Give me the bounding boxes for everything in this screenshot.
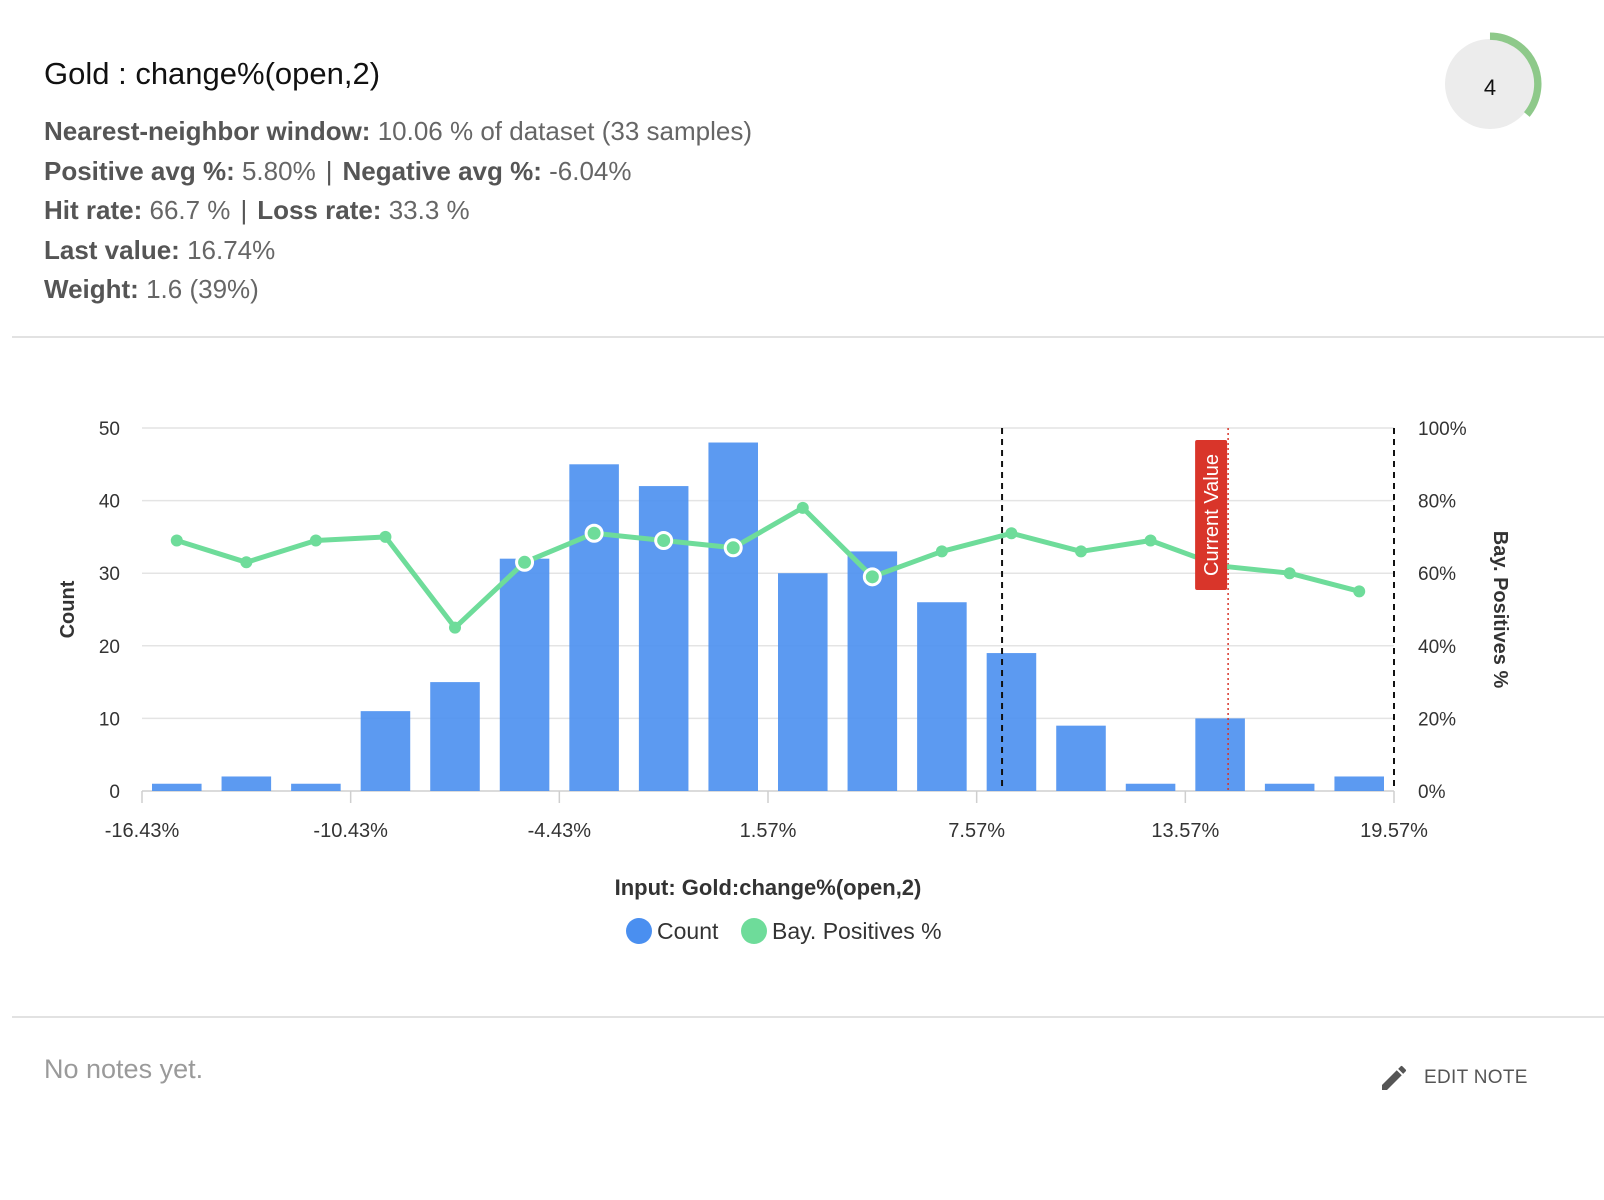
positives-point bbox=[449, 621, 461, 634]
y-tick-label: 10 bbox=[99, 709, 120, 730]
badge-progress-arc bbox=[1489, 32, 1542, 117]
x-tick-label: 7.57% bbox=[948, 820, 1005, 842]
legend-count-label: Count bbox=[657, 918, 719, 944]
stat-value: -6.04% bbox=[549, 155, 632, 186]
positives-point bbox=[170, 534, 183, 547]
positives-point bbox=[379, 530, 392, 543]
pencil-icon bbox=[1382, 1065, 1407, 1090]
current-value-tag bbox=[1195, 440, 1228, 590]
stat-label: Last value: bbox=[44, 234, 180, 265]
count-bar bbox=[1334, 776, 1384, 791]
badge-value: 4 bbox=[1483, 75, 1497, 100]
current-value-label: Current Value bbox=[1201, 454, 1223, 576]
x-tick-label: 19.57% bbox=[1360, 820, 1428, 842]
stat-label: Negative avg %: bbox=[342, 155, 542, 186]
y-tick-label: 40 bbox=[99, 492, 120, 513]
edit-note-button[interactable]: EDIT NOTE bbox=[1378, 1062, 1528, 1094]
count-bar bbox=[1195, 718, 1245, 791]
x-axis-title: Input: Gold:change%(open,2) bbox=[615, 875, 922, 900]
stat-last-value: Last value: 16.74% bbox=[44, 231, 752, 271]
x-tick-label: -10.43% bbox=[313, 820, 388, 842]
y2-tick-label: 80% bbox=[1418, 492, 1456, 513]
stat-value: 5.80% bbox=[241, 155, 316, 186]
count-bar bbox=[708, 442, 758, 791]
y2-tick-label: 0% bbox=[1418, 782, 1446, 803]
positives-point bbox=[240, 556, 253, 569]
count-bar bbox=[499, 558, 550, 791]
y-tick-label: 20 bbox=[99, 637, 120, 658]
stat-label: Loss rate: bbox=[257, 195, 382, 225]
positives-point bbox=[515, 552, 535, 572]
positives-point bbox=[1353, 585, 1366, 598]
positives-line bbox=[176, 505, 1360, 631]
positives-point bbox=[1075, 545, 1087, 558]
stat-value: 1.6 (39%) bbox=[146, 274, 259, 304]
y-tick-label: 0 bbox=[109, 782, 120, 803]
y-tick-label: 30 bbox=[99, 564, 120, 585]
stat-value: 66.7 % bbox=[149, 195, 231, 225]
positives-point bbox=[935, 545, 948, 558]
stat-value: 16.74% bbox=[187, 234, 276, 265]
header-divider bbox=[12, 336, 1604, 338]
positives-point bbox=[796, 501, 809, 514]
stat-avg: Positive avg %: 5.80% | Negative avg %: -6… bbox=[44, 152, 752, 192]
card-title: Gold : change%(open,2) bbox=[44, 56, 381, 91]
legend-positives-swatch bbox=[741, 918, 767, 944]
stat-weight: Weight: 1.6 (39%) bbox=[44, 270, 752, 310]
y-axis-title: Count bbox=[57, 580, 79, 638]
notes-divider bbox=[12, 1016, 1604, 1018]
positives-point bbox=[1005, 527, 1018, 540]
count-bar bbox=[917, 602, 967, 791]
count-bar bbox=[221, 776, 272, 791]
y2-tick-label: 20% bbox=[1418, 709, 1456, 730]
count-bar bbox=[569, 464, 619, 791]
score-badge bbox=[1445, 32, 1542, 129]
y2-tick-label: 100% bbox=[1418, 419, 1467, 440]
positives-point bbox=[584, 523, 604, 543]
notes-empty-text: No notes yet. bbox=[44, 1054, 204, 1084]
count-bar bbox=[986, 653, 1037, 791]
edit-note-label: EDIT NOTE bbox=[1424, 1067, 1528, 1088]
x-tick-label: 13.57% bbox=[1151, 820, 1219, 842]
x-tick-label: -16.43% bbox=[105, 820, 180, 842]
count-bar bbox=[152, 783, 202, 791]
y2-axis-title: Bay. Positives % bbox=[1489, 531, 1511, 689]
positives-point bbox=[1283, 567, 1296, 580]
badge-background bbox=[1445, 39, 1535, 129]
legend-count-swatch bbox=[626, 918, 652, 944]
stat-separator: | bbox=[240, 195, 248, 225]
stat-label: Hit rate: bbox=[44, 195, 143, 225]
count-bar bbox=[1264, 783, 1315, 791]
positives-point bbox=[309, 534, 322, 547]
stats-block: Nearest-neighbor window: 10.06 % of data… bbox=[44, 112, 752, 310]
stat-rates: Hit rate: 66.7 % | Loss rate: 33.3 % bbox=[44, 191, 752, 231]
legend-positives-label: Bay. Positives % bbox=[772, 918, 942, 944]
y2-tick-label: 60% bbox=[1418, 564, 1456, 585]
count-bar bbox=[847, 551, 898, 791]
positives-point bbox=[862, 567, 882, 587]
stat-nn-window: Nearest-neighbor window: 10.06 % of data… bbox=[44, 112, 752, 152]
count-bar bbox=[430, 682, 480, 791]
x-tick-label: 1.57% bbox=[740, 820, 797, 842]
count-bar bbox=[360, 711, 411, 791]
count-bar bbox=[291, 783, 341, 791]
stat-label: Weight: bbox=[44, 274, 139, 304]
positives-point bbox=[723, 538, 743, 558]
y2-tick-label: 40% bbox=[1418, 637, 1456, 658]
positives-point bbox=[1144, 534, 1157, 547]
stat-label: Nearest-neighbor window: bbox=[44, 116, 371, 146]
x-tick-label: -4.43% bbox=[528, 820, 592, 842]
stat-value: 33.3 % bbox=[388, 195, 470, 225]
y-tick-label: 50 bbox=[99, 419, 120, 440]
count-bar bbox=[778, 573, 828, 791]
positives-point bbox=[654, 531, 674, 551]
stat-label: Positive avg %: bbox=[44, 155, 235, 186]
stat-value: 10.06 % of dataset (33 samples) bbox=[377, 116, 753, 146]
stat-separator: | bbox=[325, 155, 333, 186]
count-bar bbox=[1125, 783, 1176, 791]
count-bar bbox=[1056, 725, 1106, 791]
histogram-chart: 0 10 20 30 40 50 0% 20% 40% 60% 80% 100% -16.43% -10.… bbox=[57, 419, 1511, 944]
